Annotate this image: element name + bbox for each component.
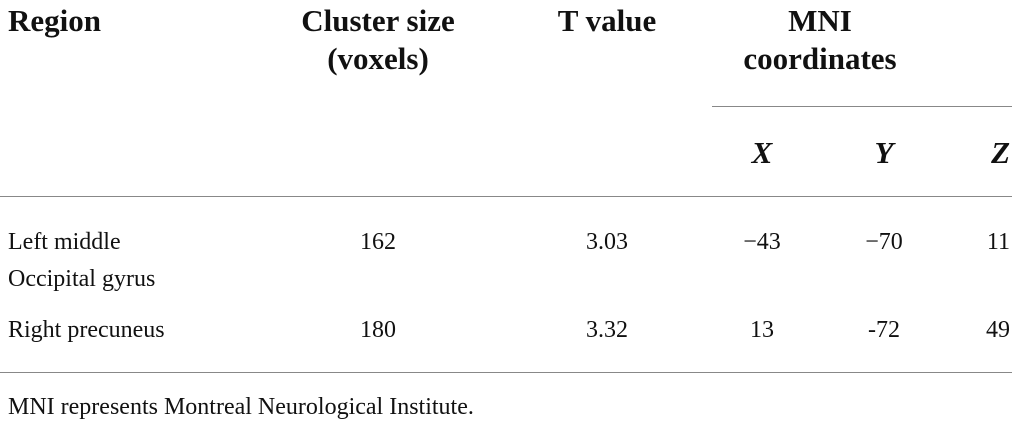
cell: 162	[360, 229, 396, 255]
header-cell: Cluster size (voxels)	[301, 3, 455, 76]
cell: 180	[360, 317, 396, 343]
cell: −43	[743, 229, 781, 255]
header-cell: T value	[557, 3, 657, 38]
cell: −70	[865, 229, 903, 255]
cell: Left middle Occipital gyrus	[8, 229, 156, 292]
cell: 11	[986, 229, 1010, 255]
rule	[0, 372, 1012, 373]
cell: 13	[750, 317, 774, 343]
header-cell: MNI coordinates	[743, 3, 897, 76]
cell: 49	[986, 317, 1010, 343]
subheader-cell: X	[751, 135, 773, 170]
rule	[712, 106, 1012, 107]
rule	[0, 196, 1012, 197]
cell: Right precuneus	[8, 317, 165, 343]
cell: 3.32	[586, 317, 628, 343]
subheader-cell: Y	[874, 135, 894, 170]
footnote: MNI represents Montreal Neurological Ins…	[8, 394, 474, 420]
cell: -72	[868, 317, 900, 343]
header-cell: Region	[8, 3, 101, 38]
cell: 3.03	[586, 229, 628, 255]
subheader-cell: Z	[991, 135, 1010, 170]
